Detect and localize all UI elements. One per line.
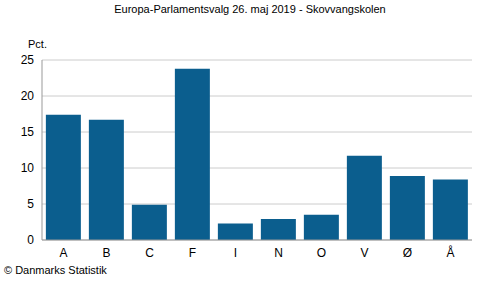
svg-text:A: A [59, 246, 67, 260]
html-text:Pct.: Pct. [28, 38, 47, 50]
svg-text:25: 25 [21, 53, 35, 67]
svg-text:F: F [189, 246, 196, 260]
html-text:© Danmarks Statistik: © Danmarks Statistik [4, 264, 107, 276]
svg-text:0: 0 [27, 233, 34, 247]
svg-text:B: B [102, 246, 110, 260]
svg-text:C: C [145, 246, 154, 260]
svg-text:Å: Å [446, 245, 454, 260]
svg-text:N: N [274, 246, 283, 260]
svg-text:Ø: Ø [403, 246, 412, 260]
svg-text:10: 10 [21, 161, 35, 175]
html-text:Europa-Parlamentsvalg 26. maj: Europa-Parlamentsvalg 26. maj 2019 - Sko… [114, 3, 386, 15]
svg-text:5: 5 [27, 197, 34, 211]
svg-text:20: 20 [21, 89, 35, 103]
svg-text:V: V [360, 246, 368, 260]
svg-text:15: 15 [21, 125, 35, 139]
svg-text:O: O [317, 246, 326, 260]
svg-text:I: I [234, 246, 237, 260]
